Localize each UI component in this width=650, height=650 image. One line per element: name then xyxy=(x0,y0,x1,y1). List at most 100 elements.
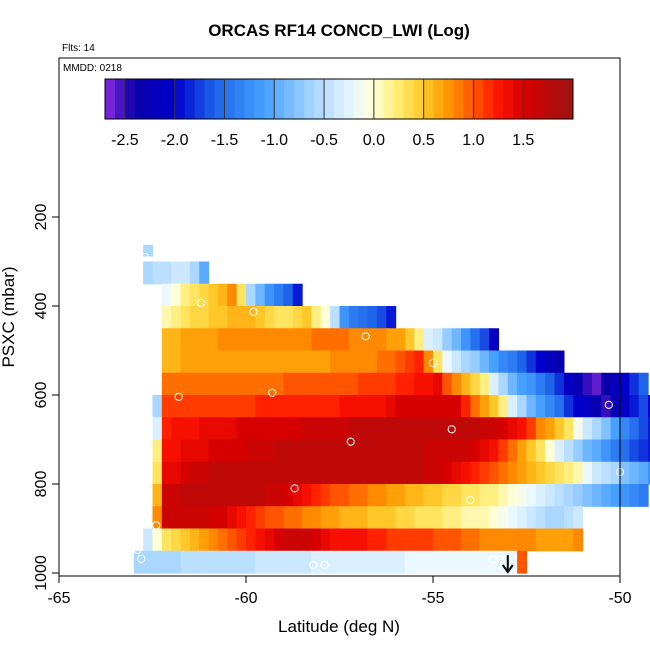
colorbar-swatch xyxy=(234,79,245,119)
heatmap-cell xyxy=(582,372,593,396)
heatmap-cell xyxy=(498,528,509,552)
colorbar-swatch xyxy=(164,79,176,119)
y-tick-label: 400 xyxy=(33,293,50,320)
heatmap-cell xyxy=(461,395,471,418)
colorbar-swatch xyxy=(304,79,315,119)
heatmap-cell xyxy=(648,395,650,418)
heatmap-cell xyxy=(376,439,387,463)
heatmap-cell xyxy=(386,439,397,463)
heatmap-cell xyxy=(386,372,397,396)
heatmap-cell xyxy=(274,417,284,441)
heatmap-cell xyxy=(292,306,303,329)
colorbar-swatch xyxy=(214,79,225,119)
heatmap-cell xyxy=(302,550,313,574)
heatmap-cell xyxy=(246,306,256,329)
heatmap-cell xyxy=(339,395,350,418)
heatmap-cell xyxy=(367,550,378,574)
heatmap-cell xyxy=(189,528,200,552)
heatmap-cell xyxy=(545,528,556,552)
heatmap-cell xyxy=(517,528,528,552)
colorbar-frame xyxy=(104,78,574,120)
heatmap-cell xyxy=(246,550,256,574)
heatmap-cell xyxy=(208,528,219,552)
heatmap-cell xyxy=(348,350,359,374)
heatmap-cell xyxy=(479,528,490,552)
heatmap-cell xyxy=(517,550,528,574)
heatmap-cell xyxy=(386,506,397,530)
heatmap-cell xyxy=(199,328,210,352)
heatmap-cell xyxy=(236,372,247,396)
heatmap-cell xyxy=(208,328,219,352)
heatmap-cell xyxy=(339,306,350,329)
colorbar-swatch xyxy=(373,79,385,119)
colorbar-swatch xyxy=(105,79,116,119)
heatmap-cell xyxy=(526,461,537,485)
y-tick-label: 1000 xyxy=(33,555,50,591)
heatmap-cell xyxy=(414,395,425,418)
heatmap-cell xyxy=(152,261,163,285)
heatmap-cell xyxy=(320,306,331,329)
heatmap-cell xyxy=(302,528,313,552)
heatmap-cell xyxy=(283,439,294,463)
heatmap-cell xyxy=(330,484,341,507)
colorbar-tick-label: 0.5 xyxy=(413,132,435,149)
heatmap-cell xyxy=(395,328,406,352)
heatmap-cell xyxy=(199,350,210,374)
heatmap-cell xyxy=(591,439,602,463)
heatmap-cell xyxy=(236,350,247,374)
heatmap-cell xyxy=(563,372,574,396)
heatmap-cell xyxy=(330,461,341,485)
heatmap-cell xyxy=(629,417,640,441)
heatmap-cell xyxy=(311,306,322,329)
heatmap-cell xyxy=(199,528,210,552)
heatmap-cell xyxy=(227,350,238,374)
heatmap-cell xyxy=(292,528,303,552)
heatmap-cell xyxy=(414,461,425,485)
colorbar-tick-label: -0.5 xyxy=(310,132,338,149)
heatmap-cell xyxy=(404,461,415,485)
heatmap-cell xyxy=(629,461,640,485)
colorbar-swatch xyxy=(553,79,564,119)
heatmap-cell xyxy=(208,550,219,574)
heatmap-cell xyxy=(451,417,462,441)
heatmap-cell xyxy=(189,395,200,418)
heatmap-cell xyxy=(339,461,350,485)
heatmap-cell xyxy=(620,417,630,441)
heatmap-cell xyxy=(311,461,322,485)
heatmap-cell xyxy=(161,417,172,441)
heatmap-cell xyxy=(442,550,453,574)
flight-point xyxy=(133,545,142,555)
heatmap-cell xyxy=(470,484,481,507)
heatmap-cell xyxy=(610,395,621,418)
heatmap-cell xyxy=(451,372,462,396)
heatmap-cell xyxy=(535,461,546,485)
heatmap-cell xyxy=(629,484,640,507)
heatmap-cell xyxy=(227,550,238,574)
heatmap-cell xyxy=(320,550,331,574)
heatmap-cell xyxy=(358,372,369,396)
heatmap-cell xyxy=(554,372,565,396)
heatmap-cell xyxy=(395,372,406,396)
heatmap-cell xyxy=(161,350,172,374)
heatmap-cell xyxy=(507,372,518,396)
heatmap-cell xyxy=(227,328,238,352)
heatmap-cell xyxy=(199,306,210,329)
heatmap-cell xyxy=(302,417,313,441)
heatmap-cell xyxy=(311,506,322,530)
heatmap-cell xyxy=(348,395,359,418)
heatmap-cell xyxy=(255,484,266,507)
heatmap-cell xyxy=(227,484,238,507)
heatmap-cell xyxy=(498,417,509,441)
heatmap-cell xyxy=(638,395,649,418)
heatmap-cell xyxy=(479,550,490,574)
colorbar-swatch xyxy=(453,79,464,119)
heatmap-cell xyxy=(573,417,584,441)
heatmap-cell xyxy=(573,395,584,418)
heatmap-cell xyxy=(236,506,247,530)
heatmap-cell xyxy=(601,461,612,485)
heatmap-cell xyxy=(507,528,518,552)
heatmap-cell xyxy=(376,350,387,374)
heatmap-cell xyxy=(264,484,275,507)
heatmap-cell xyxy=(264,350,275,374)
heatmap-cell xyxy=(320,417,331,441)
